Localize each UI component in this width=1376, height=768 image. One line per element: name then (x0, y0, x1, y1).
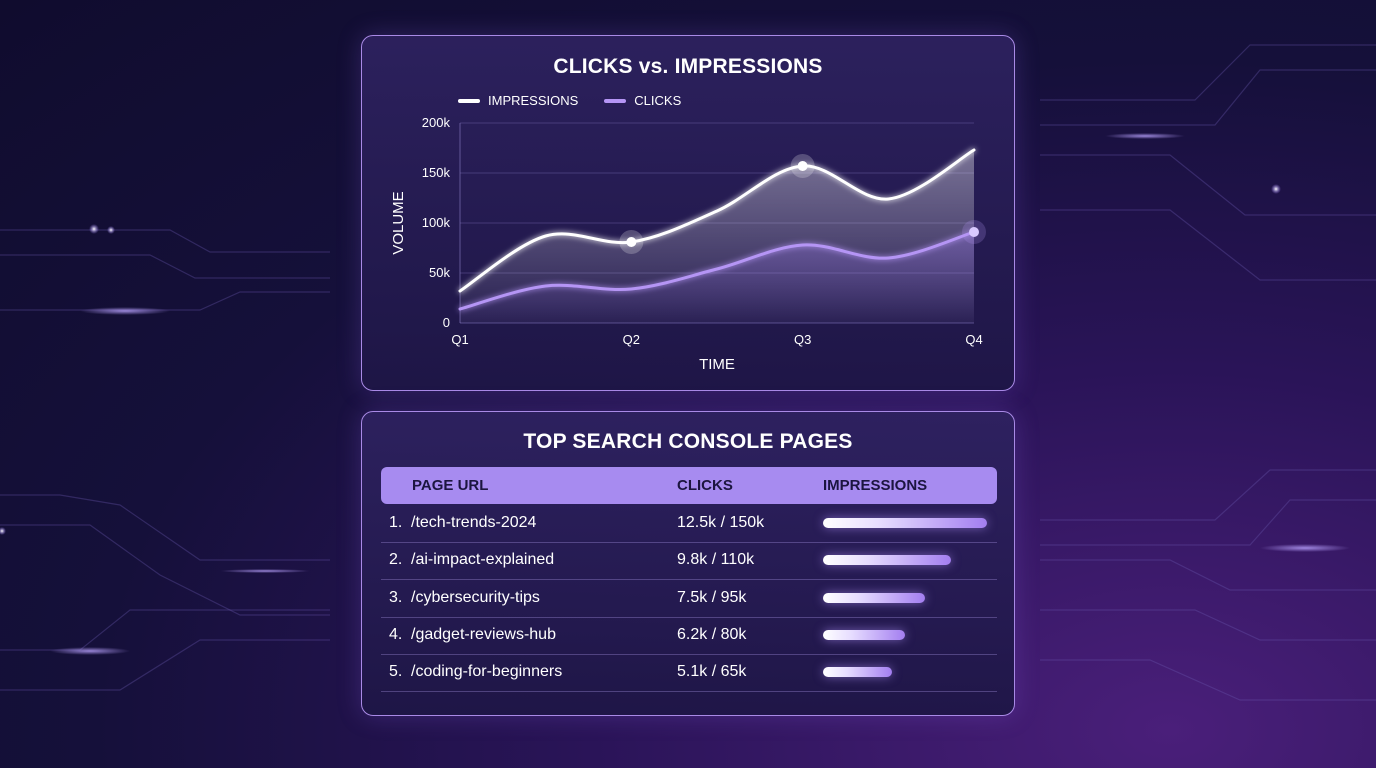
x-tick-label: Q2 (623, 332, 640, 347)
y-axis-label: VOLUME (390, 191, 407, 254)
table-row[interactable]: 4. /gadget-reviews-hub 6.2k / 80k (381, 617, 997, 655)
impressions-line (458, 148, 976, 293)
row-page-url[interactable]: /tech-trends-2024 (411, 514, 537, 531)
table-row[interactable]: 5. /coding-for-beginners 5.1k / 65k (381, 654, 997, 693)
row-page-url[interactable]: /gadget-reviews-hub (411, 625, 556, 643)
row-clicks-impressions: 7.5k / 95k (677, 588, 747, 606)
row-clicks-impressions: 9.8k / 110k (677, 551, 755, 569)
row-page-url[interactable]: /ai-impact-explained (411, 551, 555, 569)
clicks-area (460, 232, 974, 323)
table-row[interactable]: 1. /tech-trends-2024 12.5k / 150k (381, 505, 997, 543)
row-rank: 1. (389, 514, 403, 531)
impressions-bar (823, 518, 987, 528)
table-row[interactable]: 2. /ai-impact-explained 9.8k / 110k (381, 542, 997, 581)
legend-item-clicks: CLICKS (604, 93, 681, 108)
impressions-bar (823, 667, 892, 678)
y-tick-label: 0 (443, 315, 450, 330)
x-tick-label: Q1 (451, 332, 468, 347)
legend-label-clicks: CLICKS (634, 93, 682, 108)
row-rank: 4. (389, 625, 403, 643)
x-tick-label: Q3 (794, 332, 811, 347)
chart-legend: IMPRESSIONS CLICKS (458, 93, 681, 108)
row-page-url[interactable]: /coding-for-beginners (411, 663, 563, 681)
impressions-bar (823, 592, 925, 603)
clicks-line (458, 230, 976, 311)
table-header: PAGE URL CLICKS IMPRESSIONS (381, 467, 997, 504)
y-tick-label: 200k (422, 115, 451, 130)
row-rank: 2. (389, 551, 403, 569)
row-page-url[interactable]: /cybersecurity-tips (411, 588, 540, 606)
header-clicks: CLICKS (677, 477, 733, 494)
row-clicks-impressions: 12.5k / 150k (677, 514, 765, 531)
legend-swatch-impressions (458, 98, 480, 103)
y-tick-label: 50k (429, 265, 450, 280)
impressions-point (626, 237, 637, 247)
row-rank: 3. (389, 588, 403, 606)
line-chart: 0 50k 100k 150k 200k Q1 Q2 Q3 Q4 TIME VOLUME (390, 115, 986, 373)
impressions-point (797, 161, 808, 171)
legend-swatch-clicks (604, 98, 627, 103)
chart-title: CLICKS vs. IMPRESSIONS (553, 55, 823, 78)
table-row[interactable]: 3. /cybersecurity-tips 7.5k / 95k (381, 580, 997, 618)
legend-item-impressions: IMPRESSIONS (458, 93, 578, 108)
impressions-bar (823, 555, 951, 566)
y-tick-label: 100k (422, 215, 451, 230)
y-tick-label: 150k (422, 165, 451, 180)
pages-table-card: TOP SEARCH CONSOLE PAGES PAGE URL CLICKS… (361, 411, 1015, 716)
table-title: TOP SEARCH CONSOLE PAGES (523, 430, 853, 453)
legend-label-impressions: IMPRESSIONS (488, 93, 579, 108)
x-tick-label: Q4 (965, 332, 982, 347)
header-page-url: PAGE URL (412, 477, 489, 494)
x-axis-label: TIME (699, 356, 735, 373)
impressions-bar (823, 629, 905, 640)
row-clicks-impressions: 6.2k / 80k (677, 625, 747, 643)
row-rank: 5. (389, 663, 403, 681)
chart-card: 0 50k 100k 150k 200k Q1 Q2 Q3 Q4 TIME VOLUME CLICK… (361, 35, 1015, 391)
row-clicks-impressions: 5.1k / 65k (677, 663, 747, 681)
header-impressions: IMPRESSIONS (823, 477, 928, 494)
clicks-point (969, 227, 979, 237)
